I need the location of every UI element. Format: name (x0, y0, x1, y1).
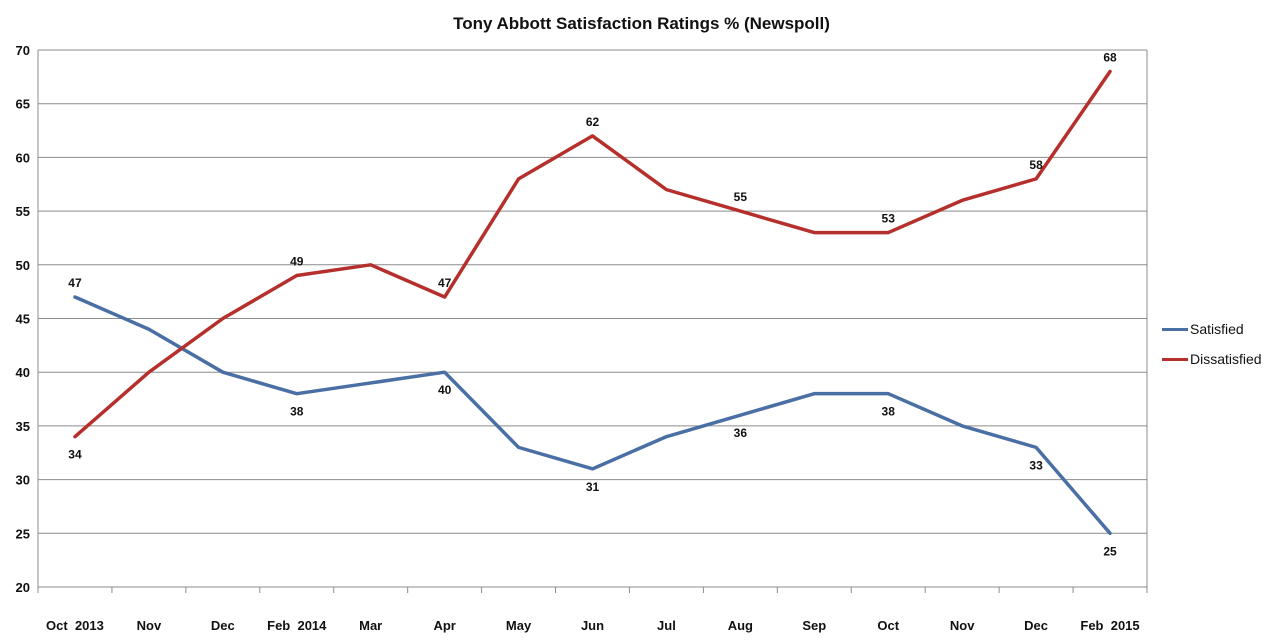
y-tick-label: 70 (16, 43, 30, 58)
data-label: 58 (1029, 158, 1043, 172)
x-tick-label: Jun (581, 618, 604, 633)
data-label: 34 (68, 448, 82, 462)
data-label: 47 (68, 276, 82, 290)
x-axis: Oct 2013 Nov Dec Feb 2014 Mar Apr May Jun Jul Aug… (37, 587, 1148, 633)
data-label: 47 (438, 276, 452, 290)
legend-swatch-satisfied (1162, 327, 1188, 331)
legend-swatch-dissatisfied (1162, 357, 1188, 361)
x-tick-label: Sep (802, 618, 826, 633)
data-label: 55 (734, 190, 748, 204)
x-tick-label: Dec (211, 618, 235, 633)
y-tick-label: 25 (16, 526, 30, 541)
x-tick-label: Dec (1024, 618, 1048, 633)
series-line-satisfied (73, 295, 1112, 536)
x-tick-label: Aug (728, 618, 753, 633)
x-tick-label: Mar (359, 618, 382, 633)
gridlines (37, 49, 1148, 588)
x-tick-label: Feb 2014 (267, 618, 327, 633)
x-tick-label: Apr (433, 618, 455, 633)
x-tick-label: Jul (657, 618, 676, 633)
data-label: 68 (1103, 50, 1117, 64)
data-label: 62 (586, 115, 600, 129)
y-tick-label: 60 (16, 150, 30, 165)
x-tick-label: Oct (877, 618, 899, 633)
legend-label-satisfied: Satisfied (1190, 321, 1244, 337)
y-tick-label: 35 (16, 419, 30, 434)
y-tick-label: 40 (16, 365, 30, 380)
data-labels: 47 38 40 31 36 38 33 25 34 49 47 62 55 53 58 68 (68, 50, 1117, 558)
data-label: 25 (1103, 544, 1117, 558)
y-tick-label: 65 (16, 97, 30, 112)
data-label: 38 (882, 405, 896, 419)
legend: Satisfied Dissatisfied (1162, 314, 1262, 374)
legend-item-dissatisfied: Dissatisfied (1162, 344, 1262, 374)
y-tick-label: 20 (16, 580, 30, 595)
data-label: 31 (586, 480, 600, 494)
series-lines (73, 69, 1112, 536)
data-label: 33 (1029, 458, 1043, 472)
x-tick-label: Nov (137, 618, 162, 633)
legend-item-satisfied: Satisfied (1162, 314, 1262, 344)
series-line-dissatisfied (73, 69, 1112, 439)
data-label: 53 (882, 212, 896, 226)
y-tick-label: 30 (16, 473, 30, 488)
x-tick-label: Nov (950, 618, 975, 633)
y-tick-label: 45 (16, 312, 30, 327)
x-tick-label: Feb 2015 (1080, 618, 1139, 633)
x-tick-label: May (506, 618, 532, 633)
legend-label-dissatisfied: Dissatisfied (1190, 351, 1262, 367)
data-label: 38 (290, 405, 304, 419)
data-label: 40 (438, 383, 452, 397)
data-label: 49 (290, 255, 304, 269)
y-tick-label: 55 (16, 204, 30, 219)
y-tick-label: 50 (16, 258, 30, 273)
data-label: 36 (734, 426, 748, 440)
chart-title: Tony Abbott Satisfaction Ratings % (News… (453, 14, 830, 33)
y-axis: 20 25 30 35 40 45 50 55 60 65 70 (16, 43, 30, 595)
x-tick-label: Oct 2013 (46, 618, 104, 633)
